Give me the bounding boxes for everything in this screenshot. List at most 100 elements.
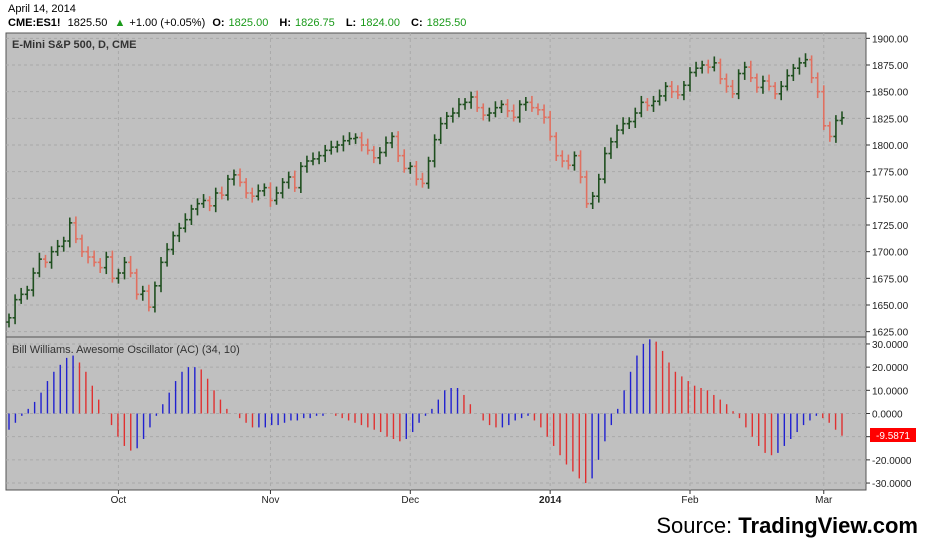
price-bar — [122, 257, 128, 280]
price-bar — [833, 115, 839, 143]
open-value: 1825.00 — [228, 17, 269, 29]
price-bar — [176, 222, 182, 243]
price-bar — [292, 170, 298, 192]
price-bar — [140, 285, 146, 301]
price-bar — [115, 268, 121, 284]
price-bar — [474, 90, 480, 112]
price-bar — [61, 236, 67, 252]
oscillator-tick-label: 20.0000 — [872, 363, 909, 374]
oscillator-tick-label: 0.0000 — [872, 410, 903, 421]
price-bar — [511, 104, 517, 122]
price-bar — [18, 287, 24, 304]
price-tick-label: 1750.00 — [872, 194, 909, 205]
price-bar — [772, 82, 778, 100]
price-bar — [784, 69, 790, 91]
price-bar — [237, 168, 243, 187]
price-bar — [225, 174, 231, 201]
price-bar — [146, 284, 152, 312]
price-bar — [760, 75, 766, 94]
time-tick-label: 2014 — [539, 495, 562, 506]
price-tick-label: 1800.00 — [872, 141, 909, 152]
price-panel[interactable] — [5, 32, 867, 338]
price-tick-label: 1650.00 — [872, 301, 909, 312]
price-bar — [699, 60, 705, 74]
price-bar — [413, 161, 419, 186]
price-bar — [389, 132, 395, 149]
source-credit: Source: TradingView.com — [656, 513, 918, 539]
price-bar — [231, 169, 237, 186]
price-bar — [42, 254, 48, 268]
price-bar — [24, 285, 30, 300]
price-bar — [499, 100, 505, 113]
price-bar — [219, 186, 225, 200]
price-bar — [766, 74, 772, 91]
price-bar — [596, 173, 602, 203]
price-bar — [711, 56, 717, 72]
oscillator-panel-title: Bill Williams. Awesome Oscillator (AC) (… — [12, 344, 240, 356]
price-tick-label: 1700.00 — [872, 248, 909, 259]
source-brand[interactable]: TradingView.com — [738, 513, 918, 538]
price-bar — [340, 135, 346, 152]
last-value-label: -9.5871 — [876, 431, 910, 442]
price-bar — [128, 255, 134, 278]
price-tick-label: 1625.00 — [872, 328, 909, 339]
close-label: C: — [411, 17, 423, 29]
price-bar — [553, 132, 559, 161]
price-axis[interactable]: 1900.00 1875.00 1850.00 1825.00 1800.00 1775.… — [866, 34, 909, 339]
price-bar — [201, 194, 207, 208]
price-bar — [213, 187, 219, 213]
price-tick-label: 1675.00 — [872, 274, 909, 285]
price-bar — [207, 196, 213, 212]
price-bar — [492, 101, 498, 118]
price-bar — [85, 246, 91, 264]
low-label: L: — [345, 17, 357, 29]
price-tick-label: 1875.00 — [872, 61, 909, 72]
price-bar — [578, 150, 584, 184]
price-bar — [134, 268, 140, 300]
change-value: +1.00 (+0.05%) — [129, 17, 206, 29]
price-bar — [280, 178, 286, 199]
price-bar — [371, 146, 377, 164]
price-bar — [462, 98, 468, 110]
price-bar — [602, 147, 608, 184]
price-bar — [638, 95, 644, 118]
price-tick-label: 1850.00 — [872, 88, 909, 99]
price-tick-label: 1900.00 — [872, 34, 909, 45]
price-bar — [663, 82, 669, 102]
last-value-badge: -9.5871 — [870, 428, 916, 442]
price-bar — [274, 186, 280, 205]
price-bar — [468, 91, 474, 109]
price-bar — [590, 191, 596, 209]
price-bar — [809, 55, 815, 84]
price-bar — [170, 231, 176, 255]
last-price: 1825.50 — [67, 17, 108, 29]
time-tick-label: Nov — [262, 495, 280, 506]
symbol-header: April 14, 2014 CME:ES1! 1825.50 ▲ +1.00 … — [8, 2, 474, 30]
price-bar — [103, 251, 109, 275]
price-bar — [803, 53, 809, 68]
price-bar — [790, 63, 796, 81]
symbol-label[interactable]: CME:ES1! — [8, 17, 61, 29]
price-bar — [796, 57, 802, 75]
price-bar — [693, 61, 699, 77]
price-bar — [407, 162, 413, 174]
price-bar — [249, 187, 255, 203]
time-axis[interactable]: OctNovDec2014FebMarApr21 — [111, 490, 932, 506]
price-bar — [559, 150, 565, 168]
price-bar — [687, 67, 693, 92]
price-bar — [717, 58, 723, 85]
price-bar — [91, 250, 97, 267]
price-bar — [675, 85, 681, 100]
price-bar — [815, 72, 821, 99]
price-bar — [49, 246, 55, 269]
price-bar — [651, 95, 657, 112]
oscillator-axis[interactable]: 30.000020.000010.00000.0000-10.0000-20.0… — [866, 340, 912, 490]
price-bar — [523, 97, 529, 111]
price-bar — [346, 132, 352, 145]
price-bar — [6, 313, 12, 328]
price-tick-label: 1825.00 — [872, 114, 909, 125]
price-bar — [565, 154, 571, 170]
high-label: H: — [279, 17, 291, 29]
price-bar — [657, 89, 663, 106]
